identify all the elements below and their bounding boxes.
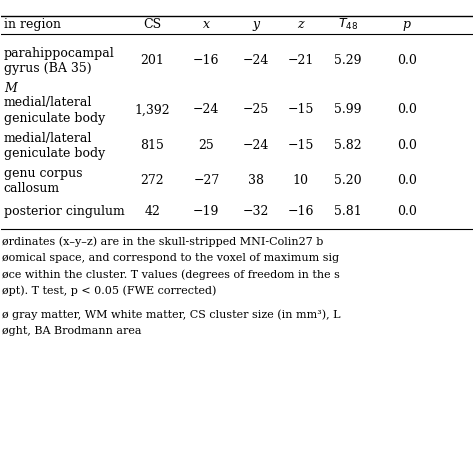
Text: 10: 10 bbox=[292, 174, 309, 187]
Text: z: z bbox=[297, 18, 304, 31]
Text: parahippocampal: parahippocampal bbox=[4, 47, 115, 60]
Text: 5.29: 5.29 bbox=[334, 54, 362, 67]
Text: 5.81: 5.81 bbox=[334, 205, 362, 218]
Text: y: y bbox=[252, 18, 259, 31]
Text: x: x bbox=[203, 18, 210, 31]
Text: callosum: callosum bbox=[4, 182, 60, 195]
Text: 5.99: 5.99 bbox=[334, 103, 362, 116]
Text: p: p bbox=[402, 18, 410, 31]
Text: −32: −32 bbox=[243, 205, 269, 218]
Text: M: M bbox=[4, 82, 17, 95]
Text: −24: −24 bbox=[243, 138, 269, 152]
Text: geniculate body: geniculate body bbox=[4, 112, 105, 125]
Text: 272: 272 bbox=[140, 174, 164, 187]
Text: gyrus (BA 35): gyrus (BA 35) bbox=[4, 62, 91, 75]
Text: medial/lateral: medial/lateral bbox=[4, 96, 92, 109]
Text: 38: 38 bbox=[248, 174, 264, 187]
Text: −15: −15 bbox=[287, 103, 314, 116]
Text: 0.0: 0.0 bbox=[397, 103, 417, 116]
Text: øce within the cluster. T values (degrees of freedom in the s: øce within the cluster. T values (degree… bbox=[2, 269, 340, 280]
Text: 42: 42 bbox=[144, 205, 160, 218]
Text: 0.0: 0.0 bbox=[397, 174, 417, 187]
Text: −24: −24 bbox=[193, 103, 219, 116]
Text: øght, BA Brodmann area: øght, BA Brodmann area bbox=[2, 326, 142, 336]
Text: −24: −24 bbox=[243, 54, 269, 67]
Text: ø gray matter, WM white matter, CS cluster size (in mm³), L: ø gray matter, WM white matter, CS clust… bbox=[2, 310, 341, 320]
Text: −21: −21 bbox=[287, 54, 314, 67]
Text: 201: 201 bbox=[140, 54, 164, 67]
Text: −15: −15 bbox=[287, 138, 314, 152]
Text: in region: in region bbox=[4, 18, 61, 31]
Text: 5.20: 5.20 bbox=[334, 174, 362, 187]
Text: posterior cingulum: posterior cingulum bbox=[4, 205, 125, 218]
Text: øomical space, and correspond to the voxel of maximum sig: øomical space, and correspond to the vox… bbox=[2, 253, 339, 263]
Text: 0.0: 0.0 bbox=[397, 54, 417, 67]
Text: 0.0: 0.0 bbox=[397, 138, 417, 152]
Text: −16: −16 bbox=[193, 54, 219, 67]
Text: 25: 25 bbox=[199, 138, 214, 152]
Text: 0.0: 0.0 bbox=[397, 205, 417, 218]
Text: $T_{48}$: $T_{48}$ bbox=[337, 18, 358, 33]
Text: −19: −19 bbox=[193, 205, 219, 218]
Text: 815: 815 bbox=[140, 138, 164, 152]
Text: 1,392: 1,392 bbox=[134, 103, 170, 116]
Text: −16: −16 bbox=[287, 205, 314, 218]
Text: ørdinates (x–y–z) are in the skull-stripped MNI-Colin27 b: ørdinates (x–y–z) are in the skull-strip… bbox=[2, 237, 324, 247]
Text: −25: −25 bbox=[243, 103, 269, 116]
Text: medial/lateral: medial/lateral bbox=[4, 132, 92, 145]
Text: genu corpus: genu corpus bbox=[4, 167, 82, 180]
Text: øpt). T test, p < 0.05 (FWE corrected): øpt). T test, p < 0.05 (FWE corrected) bbox=[2, 286, 217, 296]
Text: CS: CS bbox=[143, 18, 161, 31]
Text: geniculate body: geniculate body bbox=[4, 147, 105, 160]
Text: 5.82: 5.82 bbox=[334, 138, 362, 152]
Text: −27: −27 bbox=[193, 174, 219, 187]
